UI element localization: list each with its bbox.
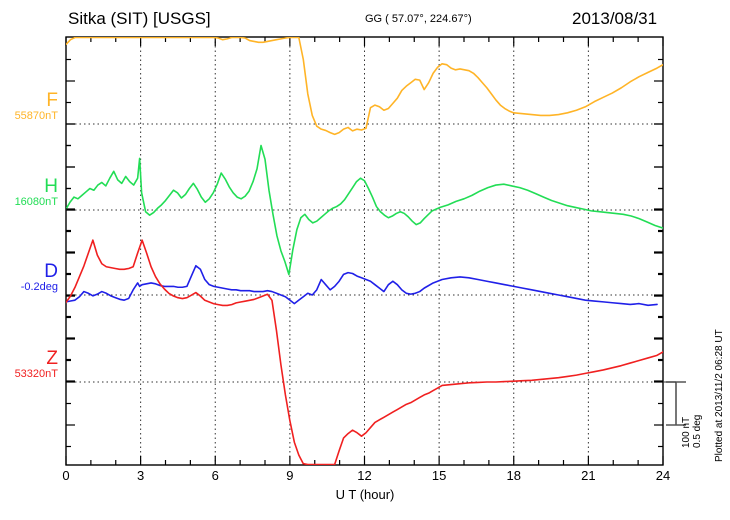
x-tick-label-3: 3 xyxy=(137,468,145,483)
component-name-F: F xyxy=(46,90,58,111)
component-name-Z: Z xyxy=(46,348,58,369)
observation-date: 2013/08/31 xyxy=(572,9,658,28)
trace-D xyxy=(66,264,658,307)
geographic-coordinates: GG ( 57.07°, 224.67°) xyxy=(365,13,472,25)
x-tick-label-9: 9 xyxy=(286,468,294,483)
trace-F xyxy=(66,37,663,136)
station-title: Sitka (SIT) [USGS] xyxy=(68,9,211,28)
x-tick-label-18: 18 xyxy=(506,468,521,483)
component-baseline-H: 16080nT xyxy=(14,196,58,208)
x-tick-label-21: 21 xyxy=(581,468,596,483)
x-tick-label-12: 12 xyxy=(357,468,372,483)
x-tick-label-15: 15 xyxy=(431,468,447,483)
scale-bar-deg-label: 0.5 deg xyxy=(692,414,703,448)
component-baseline-D: -0.2deg xyxy=(20,281,58,293)
x-tick-label-24: 24 xyxy=(655,468,671,483)
component-name-D: D xyxy=(44,261,58,282)
x-axis-title: U T (hour) xyxy=(335,487,395,502)
component-baseline-F: 55870nT xyxy=(14,110,58,122)
plotted-at-timestamp: Plotted at 2013/11/2 06:28 UT xyxy=(714,329,725,462)
scale-bar-nt-label: 100 nT xyxy=(681,416,692,448)
x-tick-label-0: 0 xyxy=(62,468,70,483)
component-baseline-Z: 53320nT xyxy=(14,368,58,380)
component-label-H: H 16080nT xyxy=(15,177,58,209)
trace-H xyxy=(66,144,663,276)
component-label-Z: Z 53320nT xyxy=(15,349,58,381)
component-label-F: F 55870nT xyxy=(15,91,58,123)
component-label-D: D -0.2deg xyxy=(21,262,58,294)
component-name-H: H xyxy=(44,176,58,197)
x-tick-label-6: 6 xyxy=(211,468,219,483)
trace-Z xyxy=(66,239,663,465)
